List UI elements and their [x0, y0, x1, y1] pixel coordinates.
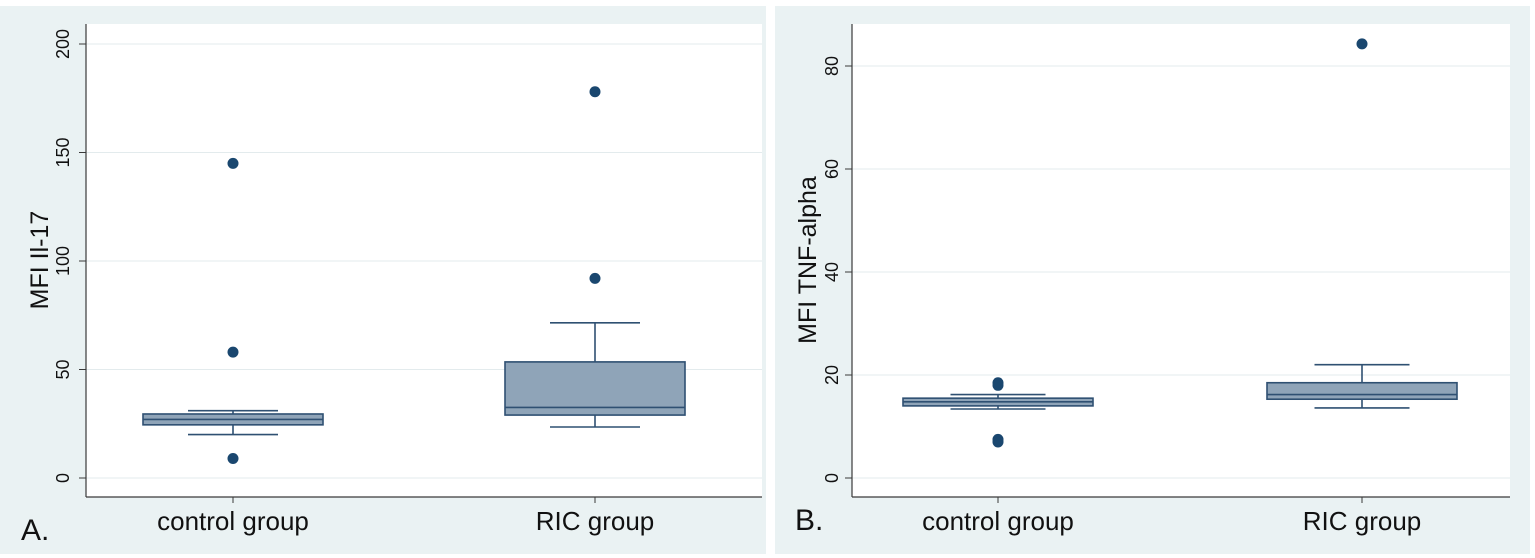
- box-ric-group: [1266, 381, 1458, 401]
- y-axis-label: MFI Il-17: [26, 211, 54, 310]
- panel-b: 0 20 40 60 80 control group RIC group MFI TNF-a…: [775, 6, 1530, 554]
- panel-a: 0 50 100 150 200 control group RIC group MFI Il…: [0, 6, 766, 554]
- y-tick-label: 100: [53, 246, 73, 276]
- outlier-point-ric-group: [589, 272, 601, 284]
- plot-area: [852, 24, 1510, 497]
- x-category-label-ric-group: RIC group: [536, 506, 655, 536]
- y-tick-label: 0: [822, 473, 842, 483]
- chart-a-boxplot-il17: 0 50 100 150 200 control group RIC group MFI Il…: [21, 24, 762, 547]
- outlier-point-ric-group: [1356, 38, 1368, 50]
- panel-label: A.: [21, 514, 49, 547]
- y-tick-label: 0: [53, 473, 73, 483]
- chart-b-boxplot-tnf-alpha: 0 20 40 60 80 control group RIC group MFI TNF-a…: [794, 24, 1510, 537]
- y-tick-label: 20: [822, 365, 842, 385]
- y-tick-label: 150: [53, 137, 73, 167]
- outlier-point-control-group: [227, 157, 239, 169]
- y-tick-label: 80: [822, 56, 842, 76]
- y-tick-label: 200: [53, 29, 73, 59]
- outlier-point-control-group: [227, 346, 239, 358]
- x-category-label-ric-group: RIC group: [1303, 506, 1422, 536]
- panel-label: B.: [795, 504, 823, 537]
- y-tick-label: 50: [53, 359, 73, 379]
- y-tick-label: 60: [822, 159, 842, 179]
- box-ric-group: [504, 361, 686, 416]
- outlier-point-control-group: [227, 452, 239, 464]
- y-axis-label: MFI TNF-alpha: [794, 176, 822, 344]
- x-category-label-control-group: control group: [157, 506, 309, 536]
- y-tick-label: 40: [822, 262, 842, 282]
- outlier-point-ric-group: [589, 86, 601, 98]
- x-category-label-control-group: control group: [922, 506, 1074, 536]
- outlier-point-control-group: [992, 436, 1004, 448]
- outlier-point-control-group: [992, 379, 1004, 391]
